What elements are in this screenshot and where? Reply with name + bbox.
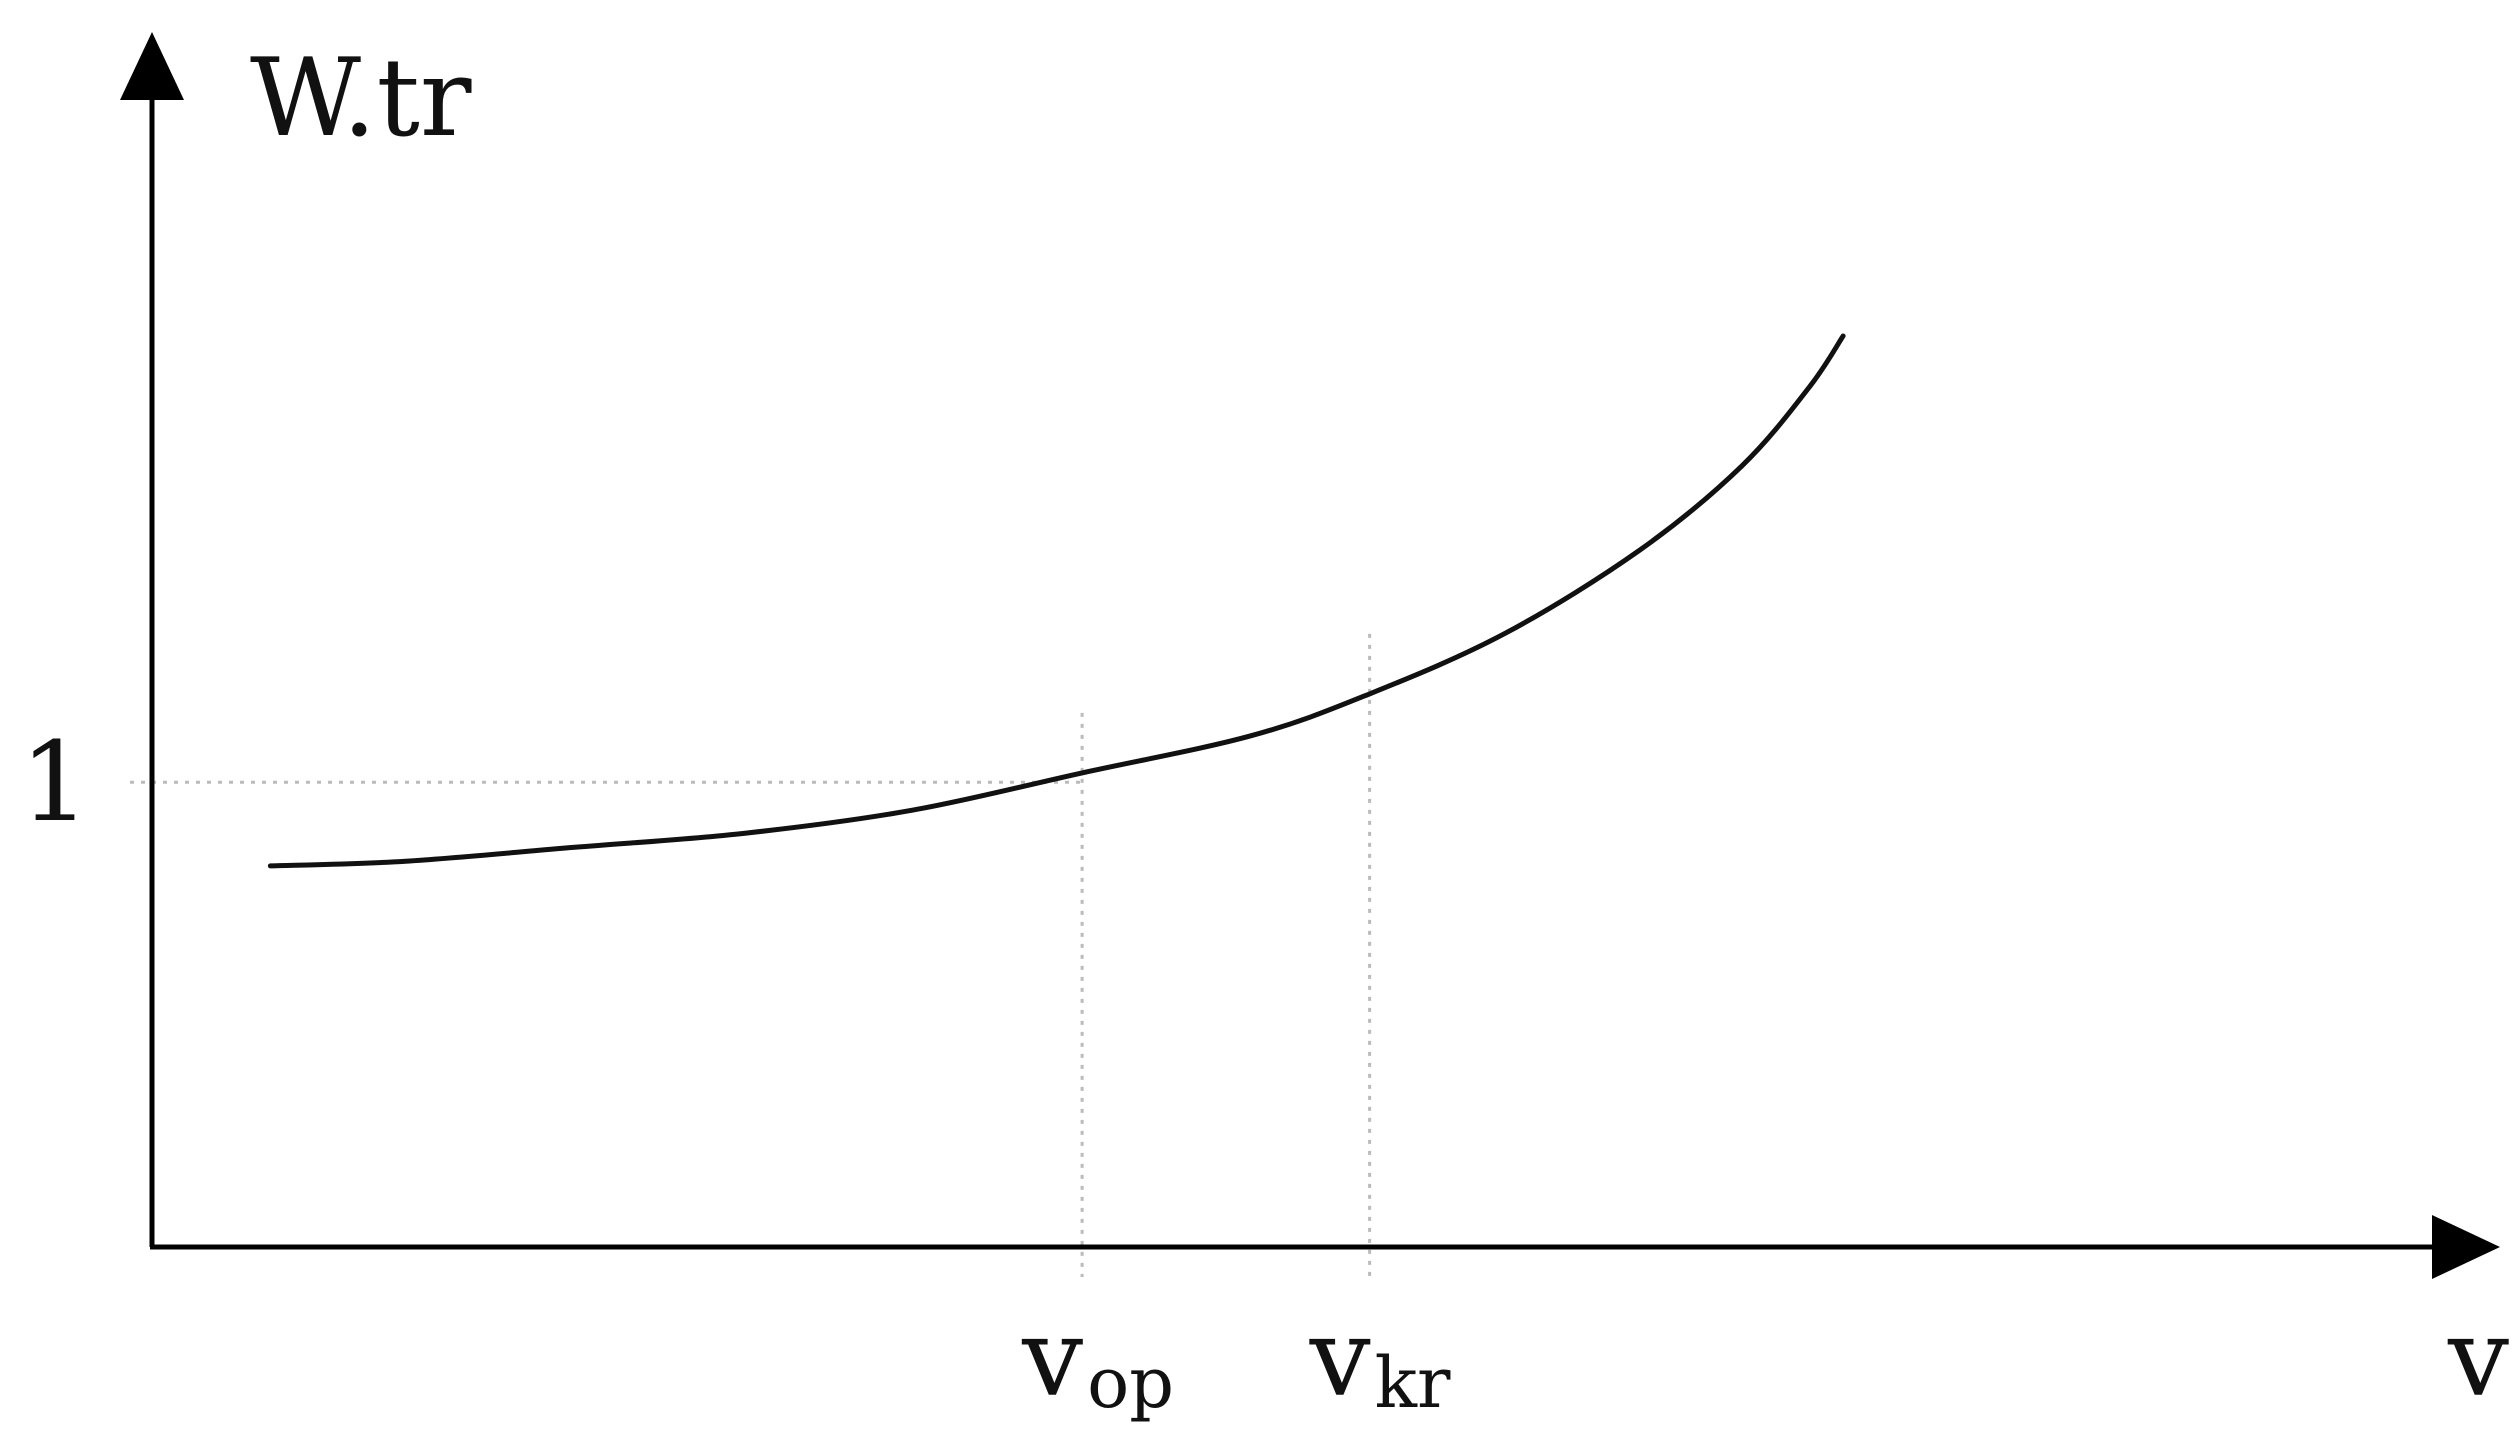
- x-marker-label: vop: [1021, 1296, 1174, 1424]
- x-axis-arrowhead: [2432, 1215, 2500, 1279]
- data-series: [267, 333, 1846, 869]
- tick-labels: 1 vop vkr: [20, 718, 1451, 1424]
- x-axis-label: v: [2447, 1296, 2509, 1421]
- axes: [120, 32, 2500, 1279]
- x-marker-label-subscript: kr: [1375, 1342, 1451, 1424]
- y-tick-label: 1: [20, 718, 90, 846]
- series-line: [267, 333, 1846, 869]
- guide-lines: [130, 633, 1372, 1277]
- y-axis-label: W.tr: [250, 36, 472, 161]
- x-marker-label: vkr: [1309, 1296, 1451, 1424]
- chart-labels: W.tr v: [250, 36, 2509, 1421]
- y-axis-arrowhead: [120, 32, 184, 100]
- x-marker-label-subscript: op: [1087, 1342, 1174, 1424]
